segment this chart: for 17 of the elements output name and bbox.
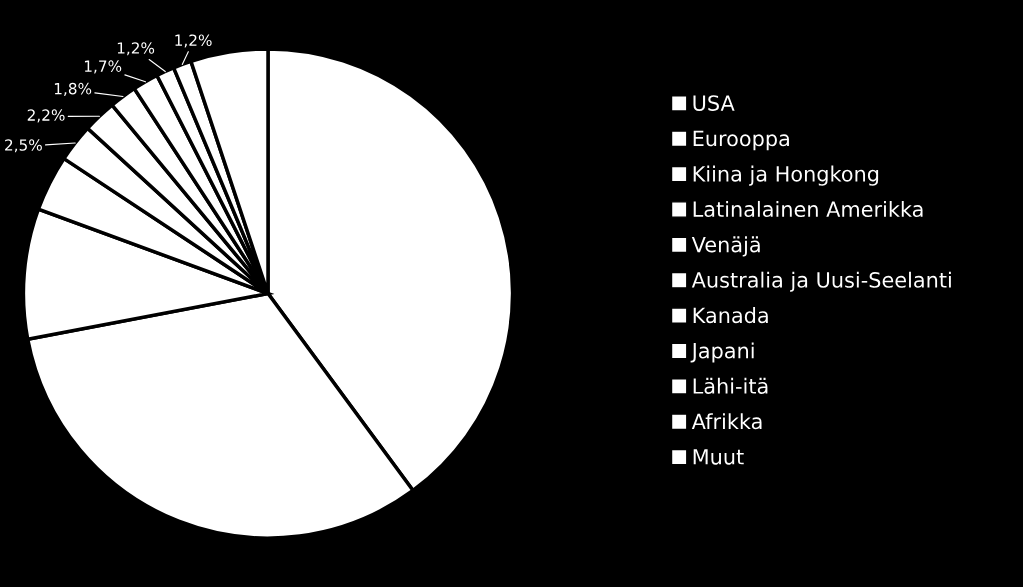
legend-label: Kanada bbox=[693, 307, 768, 324]
data-label: 2,2% bbox=[27, 109, 65, 123]
legend-label: USA bbox=[693, 95, 735, 111]
legend-label: Japani bbox=[690, 342, 754, 363]
legend-label: Kiina ja Hongkong bbox=[693, 165, 879, 186]
legend-label: Eurooppa bbox=[693, 130, 789, 151]
legend-label: Latinalainen Amerikka bbox=[693, 200, 923, 218]
legend-label: Australia ja Uusi-Seelanti bbox=[691, 271, 951, 292]
legend-label: Venäjä bbox=[691, 236, 760, 257]
legend-label: Afrikka bbox=[691, 413, 762, 430]
data-label: 1,2% bbox=[175, 34, 212, 48]
data-label: 2,5% bbox=[5, 139, 42, 153]
data-label: 1,7% bbox=[84, 60, 122, 74]
legend-label: Muut bbox=[693, 449, 744, 465]
data-label: 1,8% bbox=[54, 82, 92, 96]
legend-label: Lähi-itä bbox=[693, 377, 768, 394]
data-label: 1,2% bbox=[117, 42, 155, 56]
